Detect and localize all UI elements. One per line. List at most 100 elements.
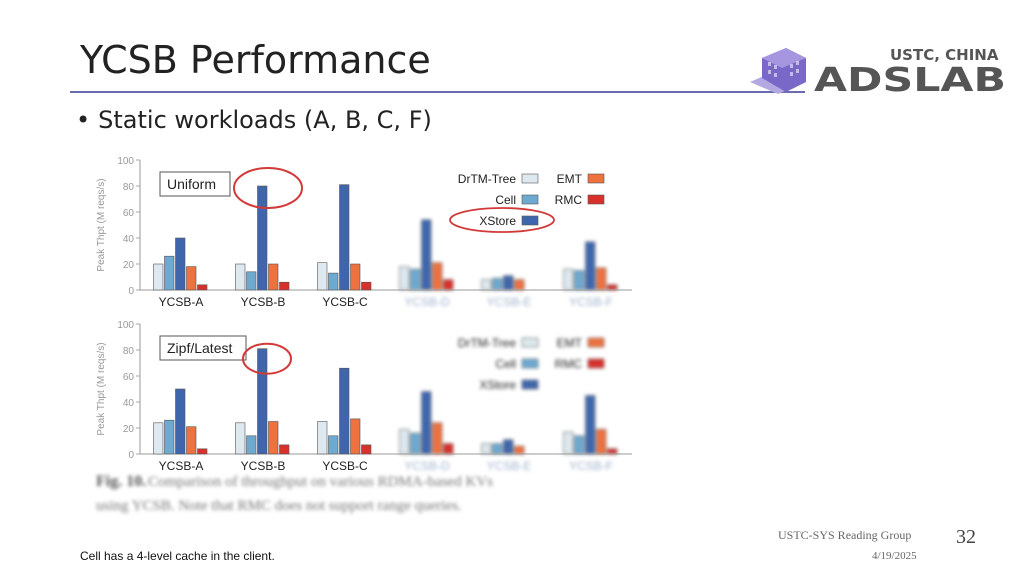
x-tick-label: YCSB-A: [159, 295, 204, 309]
bar-cell-ycsb-b: [246, 435, 257, 455]
bar-drtm-tree-ycsb-b: [235, 422, 246, 455]
adslab-logo: USTC, CHINA ADSLAB: [750, 46, 1006, 96]
panel-label-box: [159, 171, 231, 197]
bar-emt-ycsb-a: [186, 266, 197, 291]
y-tick-label: 40: [123, 234, 135, 245]
bar-rmc-ycsb-a: [197, 284, 208, 291]
x-tick-label: YCSB-B: [241, 459, 286, 473]
bar-emt-ycsb-a: [186, 426, 197, 455]
panel-label: Uniform: [167, 176, 216, 192]
legend-label: RMC: [555, 193, 583, 207]
bar-cell-ycsb-c: [328, 435, 339, 455]
bar-xstore-ycsb-c: [339, 367, 350, 455]
x-tick-label: YCSB-B: [241, 295, 286, 309]
bar-emt-ycsb-c: [350, 418, 361, 455]
y-tick-label: 60: [123, 372, 135, 383]
bar-emt-ycsb-e: [514, 445, 525, 455]
x-tick-label: YCSB-F: [569, 459, 613, 473]
legend-label: XStore: [479, 378, 516, 392]
bar-rmc-ycsb-a: [197, 448, 208, 455]
bar-xstore-ycsb-f: [585, 395, 596, 455]
legend-label: DrTM-Tree: [458, 172, 517, 186]
bar-cell-ycsb-a: [164, 255, 175, 291]
bar-cell-ycsb-d: [410, 432, 421, 455]
xstore-highlight-circle: [449, 207, 555, 233]
y-tick-label: 20: [123, 424, 135, 435]
bar-drtm-tree-ycsb-d: [399, 266, 410, 291]
bar-emt-ycsb-f: [596, 267, 607, 291]
y-tick-label: 80: [123, 346, 135, 357]
legend-label: XStore: [479, 214, 516, 228]
bar-emt-ycsb-b: [268, 421, 279, 455]
bar-xstore-ycsb-f: [585, 241, 596, 291]
y-tick-label: 40: [123, 398, 135, 409]
legend-label: Cell: [495, 193, 516, 207]
legend-swatch: [521, 337, 539, 348]
x-tick-label: YCSB-A: [159, 459, 204, 473]
bar-drtm-tree-ycsb-e: [481, 443, 492, 455]
bar-cell-ycsb-e: [492, 278, 503, 291]
bar-drtm-tree-ycsb-a: [153, 422, 164, 455]
bar-rmc-ycsb-f: [607, 448, 618, 455]
bar-xstore-ycsb-b: [257, 348, 268, 455]
bar-rmc-ycsb-b: [279, 281, 290, 291]
y-tick-label: 80: [123, 182, 135, 193]
bar-cell-ycsb-f: [574, 270, 585, 291]
bar-emt-ycsb-d: [432, 262, 443, 291]
x-tick-label: YCSB-C: [322, 295, 368, 309]
footer-date: 4/19/2025: [872, 550, 917, 562]
legend-label: Cell: [495, 357, 516, 371]
bar-xstore-ycsb-d: [421, 391, 432, 455]
title-divider: [70, 91, 805, 93]
bar-xstore-ycsb-e: [503, 439, 514, 455]
bar-drtm-tree-ycsb-c: [317, 421, 328, 455]
bar-emt-ycsb-e: [514, 279, 525, 291]
legend-label: EMT: [557, 172, 583, 186]
bar-cell-ycsb-b: [246, 271, 257, 291]
y-tick-label: 20: [123, 260, 135, 271]
blurred-groups: YCSB-D YCSB-E YCSB-F DrTM-Tree Cell XStore EMT…: [399, 336, 618, 473]
bar-emt-ycsb-b: [268, 263, 279, 291]
bar-rmc-ycsb-c: [361, 444, 372, 455]
caption-line-1: Comparison of throughput on various RDMA…: [148, 474, 493, 490]
panel-label-box: [159, 335, 247, 361]
bar-emt-ycsb-c: [350, 263, 361, 291]
x-tick-label: YCSB-D: [404, 295, 450, 309]
bar-drtm-tree-ycsb-d: [399, 428, 410, 455]
bar-rmc-ycsb-b: [279, 444, 290, 455]
legend-swatch: [521, 194, 539, 205]
legend-swatch: [521, 358, 539, 369]
bar-emt-ycsb-d: [432, 422, 443, 455]
legend-swatch: [521, 215, 539, 226]
bar-xstore-ycsb-e: [503, 275, 514, 291]
highlight-circle: [233, 167, 303, 209]
y-tick-label: 100: [117, 320, 134, 331]
bar-rmc-ycsb-d: [443, 443, 454, 455]
bar-drtm-tree-ycsb-a: [153, 263, 164, 291]
blurred-groups: YCSB-D YCSB-E YCSB-F: [399, 219, 618, 309]
legend-swatch: [587, 337, 605, 348]
x-tick-label: YCSB-E: [487, 295, 532, 309]
bar-cell-ycsb-a: [164, 419, 175, 455]
legend-label: RMC: [555, 357, 583, 371]
bar-rmc-ycsb-c: [361, 281, 372, 291]
chart-panel-1: YCSB-D YCSB-E YCSB-F Peak Thpt (M reqs/s) 0 2…: [96, 156, 632, 309]
bar-xstore-ycsb-a: [175, 388, 186, 455]
legend-swatch: [521, 379, 539, 390]
slide-title: YCSB Performance: [80, 38, 431, 82]
bullet-dot: •: [76, 106, 91, 134]
y-tick-label: 60: [123, 208, 135, 219]
footer-group-name: USTC-SYS Reading Group: [778, 528, 912, 542]
y-tick-label: 0: [128, 286, 134, 297]
highlight-circle: [242, 342, 292, 375]
chart-panel-2: YCSB-D YCSB-E YCSB-F DrTM-Tree Cell XStore EMT…: [96, 320, 632, 473]
x-tick-label: YCSB-D: [404, 459, 450, 473]
x-tick-label: YCSB-C: [322, 459, 368, 473]
bar-cell-ycsb-c: [328, 272, 339, 291]
legend-swatch: [521, 173, 539, 184]
bullet-text: Static workloads (A, B, C, F): [98, 106, 432, 134]
y-tick-label: 0: [128, 450, 134, 461]
bar-drtm-tree-ycsb-c: [317, 262, 328, 291]
legend-label: DrTM-Tree: [458, 336, 517, 350]
ycsb-figure: YCSB-D YCSB-E YCSB-F Peak Thpt (M reqs/s) 0 2…: [96, 156, 632, 514]
